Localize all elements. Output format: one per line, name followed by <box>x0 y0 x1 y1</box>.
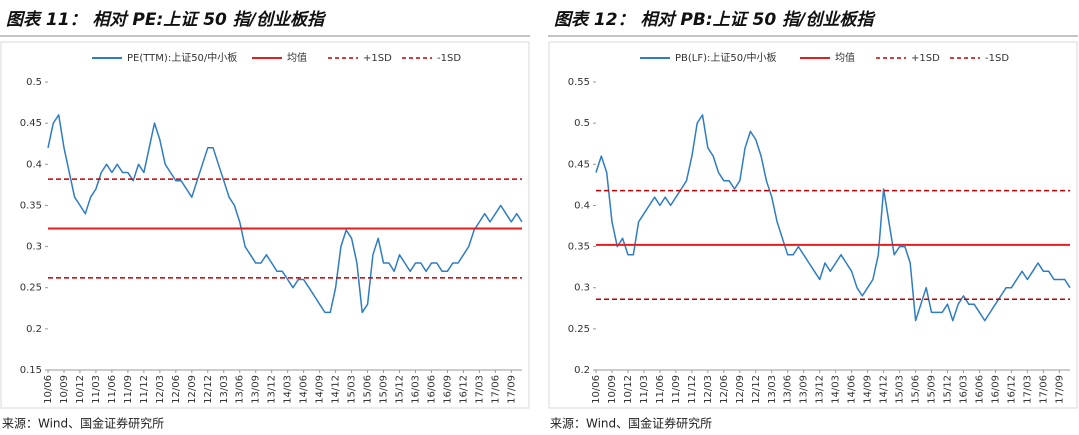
y-tick-label: 0.4 <box>574 200 590 211</box>
x-tick-label: 15/12 <box>395 375 406 404</box>
x-tick-label: 16/03 <box>410 375 421 404</box>
x-tick-label: 17/09 <box>506 375 517 404</box>
x-tick-label: 12/09 <box>187 375 198 404</box>
y-tick-label: 0.2 <box>574 365 590 376</box>
x-tick-label: 15/06 <box>911 375 922 404</box>
x-tick-label: 11/06 <box>107 375 118 404</box>
x-tick-label: 14/09 <box>315 375 326 404</box>
x-tick-label: 14/03 <box>831 375 842 404</box>
x-tick-label: 12/03 <box>155 375 166 404</box>
x-tick-label: 11/09 <box>123 375 134 404</box>
y-tick-label: 0.55 <box>568 77 590 88</box>
x-tick-label: 17/03 <box>474 375 485 404</box>
legend-label: PB(LF):上证50/中小板 <box>675 51 776 64</box>
x-tick-label: 10/06 <box>43 375 54 404</box>
data-line <box>47 114 523 314</box>
y-tick-label: 0.3 <box>574 283 590 294</box>
x-tick-label: 16/06 <box>974 375 985 404</box>
x-tick-label: 12/06 <box>171 375 182 404</box>
x-tick-label: 13/09 <box>251 375 262 404</box>
y-tick-label: 0.45 <box>20 118 42 129</box>
x-tick-label: 11/03 <box>91 375 102 404</box>
legend-label: -1SD <box>985 53 1009 64</box>
x-tick-label: 13/12 <box>267 375 278 404</box>
x-tick-label: 13/03 <box>219 375 230 404</box>
x-tick-label: 10/09 <box>59 375 70 404</box>
x-tick-label: 13/12 <box>815 375 826 404</box>
x-tick-label: 13/03 <box>767 375 778 404</box>
x-tick-label: 17/09 <box>1054 375 1065 404</box>
x-tick-label: 15/06 <box>363 375 374 404</box>
x-tick-label: 14/06 <box>847 375 858 404</box>
y-tick-label: 0.3 <box>26 242 42 253</box>
x-tick-label: 15/03 <box>347 375 358 404</box>
y-tick-label: 0.15 <box>20 365 42 376</box>
y-tick-label: 0.45 <box>568 159 590 170</box>
x-tick-label: 15/03 <box>895 375 906 404</box>
legend-label: 均值 <box>835 51 855 64</box>
x-tick-label: 12/12 <box>203 375 214 404</box>
x-tick-label: 11/03 <box>639 375 650 404</box>
x-tick-label: 10/06 <box>591 375 602 404</box>
legend-label: -1SD <box>437 53 461 64</box>
legend-label: +1SD <box>911 53 940 64</box>
x-tick-label: 14/06 <box>299 375 310 404</box>
x-tick-label: 13/06 <box>235 375 246 404</box>
y-tick-label: 0.25 <box>20 283 42 294</box>
y-tick-label: 0.5 <box>574 118 590 129</box>
x-tick-label: 10/12 <box>75 375 86 404</box>
legend-label: PE(TTM):上证50/中小板 <box>127 51 237 64</box>
x-tick-label: 12/09 <box>735 375 746 404</box>
x-tick-label: 11/12 <box>687 375 698 404</box>
chart-frame <box>0 41 530 409</box>
x-tick-label: 12/12 <box>751 375 762 404</box>
x-tick-label: 15/09 <box>379 375 390 404</box>
x-tick-label: 15/09 <box>927 375 938 404</box>
x-tick-label: 16/12 <box>458 375 469 404</box>
legend-label: 均值 <box>287 51 307 64</box>
x-tick-label: 14/12 <box>879 375 890 404</box>
y-tick-label: 0.4 <box>26 159 42 170</box>
x-tick-label: 16/06 <box>426 375 437 404</box>
y-tick-label: 0.5 <box>26 77 42 88</box>
x-tick-label: 14/09 <box>863 375 874 404</box>
y-tick-label: 0.35 <box>20 200 42 211</box>
x-tick-label: 13/06 <box>783 375 794 404</box>
x-tick-label: 10/12 <box>623 375 634 404</box>
y-tick-label: 0.25 <box>568 324 590 335</box>
x-tick-label: 14/12 <box>331 375 342 404</box>
chart-title: 图表 12： 相对 PB:上证 50 指/创业板指 <box>554 10 876 30</box>
x-tick-label: 11/06 <box>655 375 666 404</box>
x-tick-label: 10/09 <box>607 375 618 404</box>
x-tick-label: 14/03 <box>283 375 294 404</box>
x-tick-label: 12/06 <box>719 375 730 404</box>
x-tick-label: 11/09 <box>671 375 682 404</box>
source: 来源：Wind、国金证券研究所 <box>2 416 164 431</box>
y-tick-label: 0.2 <box>26 324 42 335</box>
chart-frame <box>548 41 1078 409</box>
x-tick-label: 17/03 <box>1022 375 1033 404</box>
x-tick-label: 15/12 <box>943 375 954 404</box>
x-tick-label: 16/03 <box>958 375 969 404</box>
legend-label: +1SD <box>363 53 392 64</box>
x-tick-label: 11/12 <box>139 375 150 404</box>
x-tick-label: 16/12 <box>1006 375 1017 404</box>
data-line <box>595 114 1071 322</box>
x-tick-label: 17/06 <box>490 375 501 404</box>
x-tick-label: 16/09 <box>990 375 1001 404</box>
chart-title: 图表 11： 相对 PE:上证 50 指/创业板指 <box>6 10 327 30</box>
x-tick-label: 17/06 <box>1038 375 1049 404</box>
x-tick-label: 16/09 <box>442 375 453 404</box>
x-tick-label: 13/09 <box>799 375 810 404</box>
x-tick-label: 12/03 <box>703 375 714 404</box>
source: 来源：Wind、国金证券研究所 <box>550 416 712 431</box>
y-tick-label: 0.35 <box>568 242 590 253</box>
